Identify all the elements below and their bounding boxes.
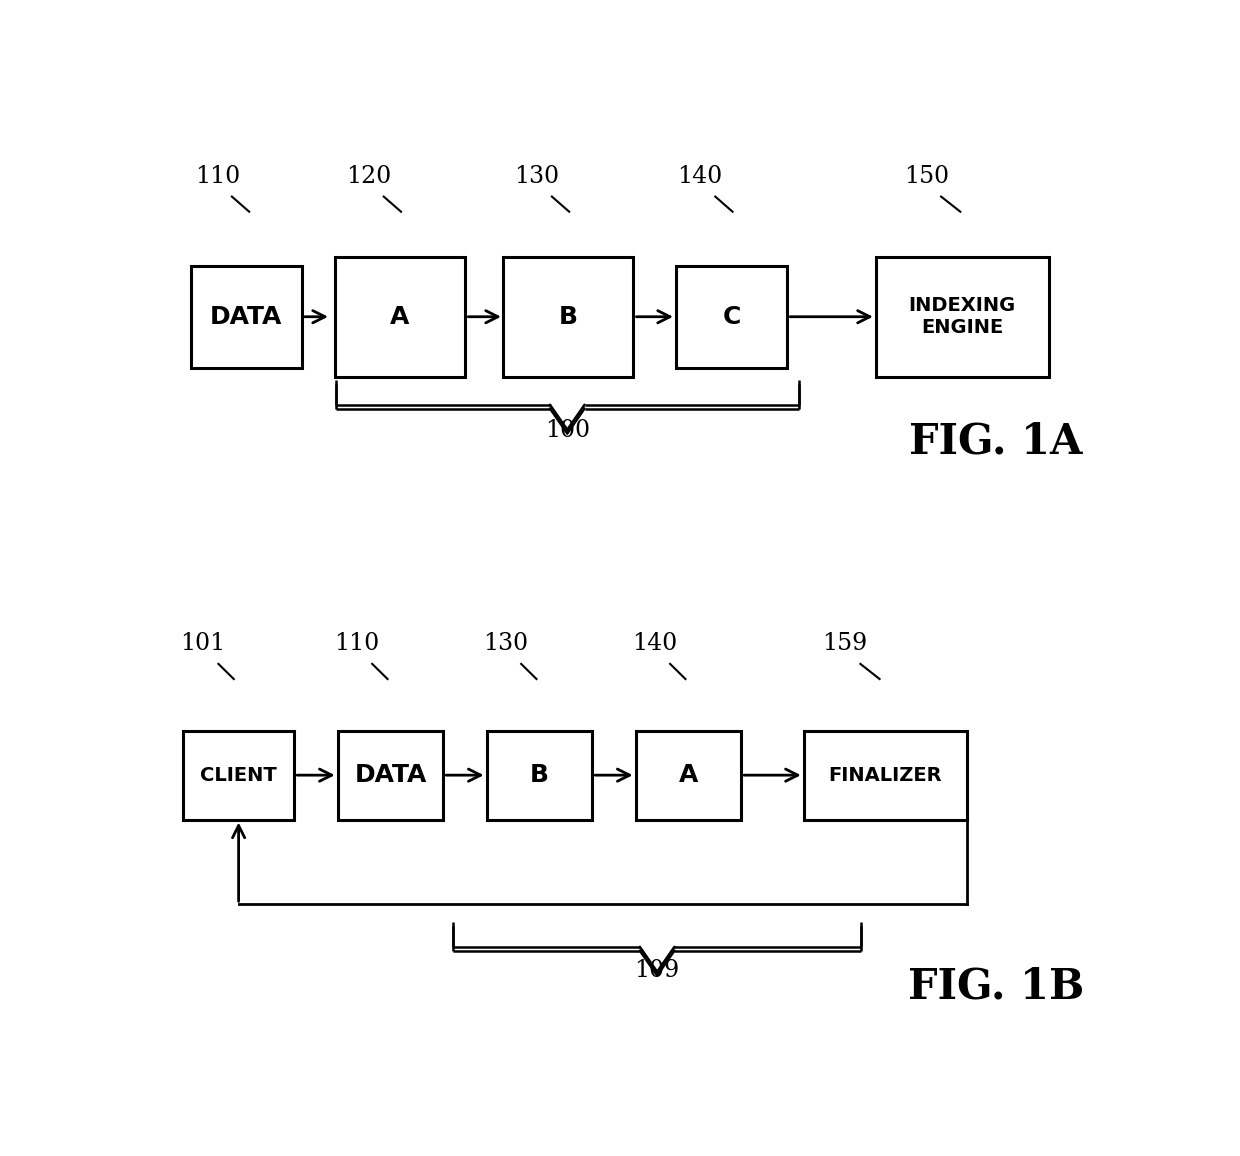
Text: 130: 130	[484, 632, 528, 655]
Text: 159: 159	[822, 632, 868, 655]
Text: FIG. 1B: FIG. 1B	[908, 965, 1084, 1007]
Text: FINALIZER: FINALIZER	[828, 765, 942, 785]
Text: B: B	[559, 305, 578, 328]
Bar	[875, 257, 1049, 377]
Text: A: A	[678, 763, 698, 787]
Text: DATA: DATA	[210, 305, 283, 328]
Text: 140: 140	[677, 164, 723, 187]
Text: 110: 110	[195, 164, 241, 187]
Text: 140: 140	[632, 632, 677, 655]
Text: C: C	[723, 305, 740, 328]
Text: INDEXING
ENGINE: INDEXING ENGINE	[909, 296, 1016, 338]
Text: 100: 100	[544, 420, 590, 443]
Text: 101: 101	[181, 632, 226, 655]
Bar	[676, 266, 787, 368]
Text: B: B	[529, 763, 549, 787]
Text: DATA: DATA	[355, 763, 427, 787]
Bar	[635, 731, 742, 820]
Text: 110: 110	[335, 632, 379, 655]
Text: CLIENT: CLIENT	[200, 765, 277, 785]
Text: 120: 120	[346, 164, 391, 187]
Bar	[191, 266, 301, 368]
Text: 130: 130	[513, 164, 559, 187]
Text: 109: 109	[635, 959, 680, 983]
Text: FIG. 1A: FIG. 1A	[909, 421, 1083, 462]
Bar	[804, 731, 967, 820]
Text: 150: 150	[904, 164, 950, 187]
Text: A: A	[391, 305, 409, 328]
Bar	[486, 731, 593, 820]
Bar	[503, 257, 634, 377]
Bar	[337, 731, 444, 820]
Bar	[184, 731, 294, 820]
Bar	[335, 257, 465, 377]
